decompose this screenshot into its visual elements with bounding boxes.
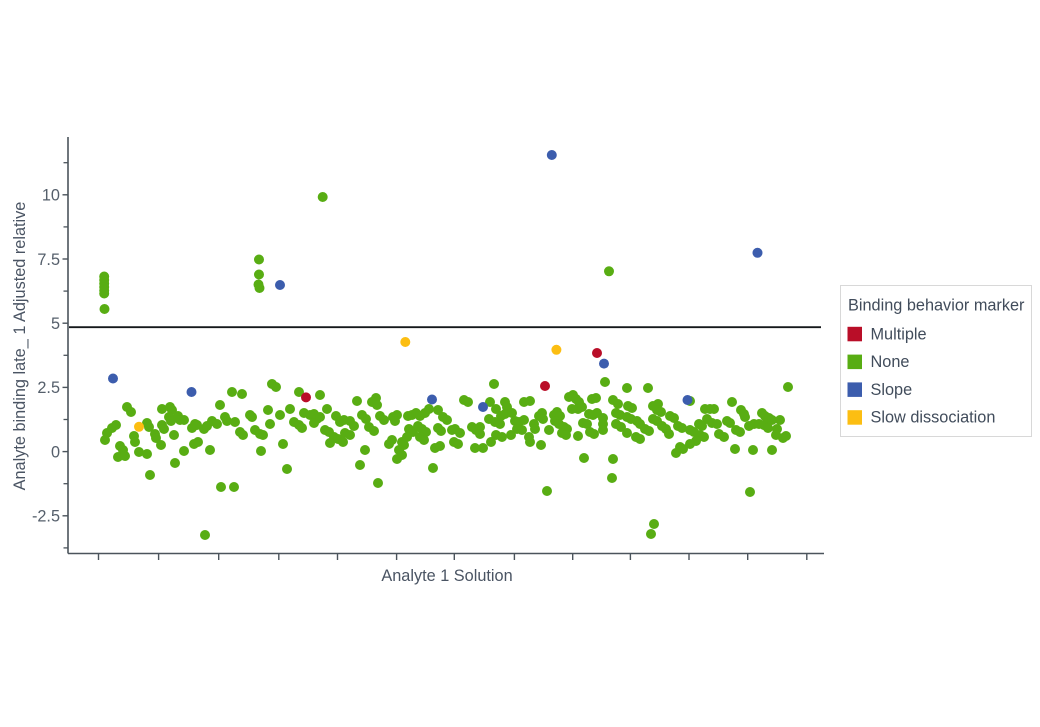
svg-text:Slow dissociation: Slow dissociation (871, 409, 996, 427)
svg-text:5: 5 (51, 315, 60, 333)
svg-text:7.5: 7.5 (37, 251, 60, 269)
svg-text:None: None (871, 353, 910, 371)
svg-text:Binding behavior marker: Binding behavior marker (848, 297, 1025, 315)
svg-text:Analyte 1 Solution: Analyte 1 Solution (381, 567, 512, 585)
svg-text:Analyte binding late_ 1 Adjust: Analyte binding late_ 1 Adjusted relativ… (11, 202, 29, 491)
svg-text:2.5: 2.5 (37, 379, 60, 397)
svg-text:-2.5: -2.5 (32, 508, 60, 526)
svg-text:Multiple: Multiple (871, 325, 927, 343)
svg-text:10: 10 (42, 187, 60, 205)
svg-text:Slope: Slope (871, 381, 913, 399)
svg-text:0: 0 (51, 443, 60, 461)
